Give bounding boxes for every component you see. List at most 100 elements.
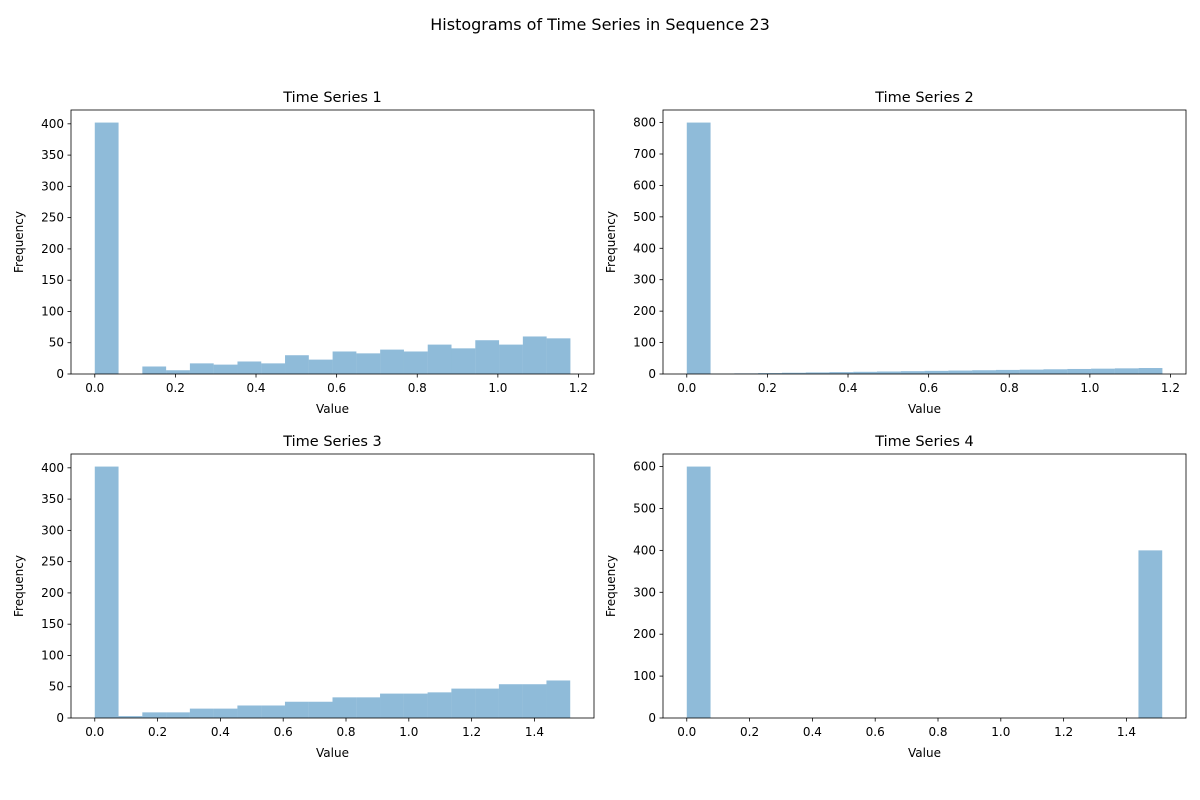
- y-tick-label: 400: [41, 461, 64, 475]
- histogram-bar: [94, 466, 119, 718]
- x-tick-label: 0.2: [166, 381, 185, 395]
- histogram-bar: [213, 708, 238, 718]
- histogram-bar: [522, 684, 547, 718]
- histogram-bar: [805, 372, 830, 374]
- histogram-bar: [142, 712, 167, 718]
- y-tick-label: 100: [41, 304, 64, 318]
- histogram-bar: [686, 466, 711, 718]
- axes-frame: [70, 453, 595, 719]
- y-tick-label: 0: [56, 711, 64, 725]
- x-tick-label: 0.8: [1000, 381, 1019, 395]
- x-tick-label: 0.0: [85, 725, 104, 739]
- x-axis-label: Value: [908, 402, 941, 416]
- y-tick-label: 250: [41, 211, 64, 225]
- x-tick-label: 0.6: [327, 381, 346, 395]
- x-tick-label: 0.0: [677, 725, 696, 739]
- y-tick-label: 200: [41, 586, 64, 600]
- histogram-bar: [948, 370, 973, 374]
- y-tick-label: 300: [633, 273, 656, 287]
- x-tick-label: 1.0: [991, 725, 1010, 739]
- histogram-bar: [356, 697, 381, 718]
- y-tick-label: 200: [41, 242, 64, 256]
- histogram-bar: [451, 348, 476, 374]
- histogram-bar: [1043, 369, 1068, 374]
- x-tick-label: 0.2: [148, 725, 167, 739]
- histogram-bar: [853, 371, 878, 374]
- x-tick-label: 1.0: [488, 381, 507, 395]
- x-tick-label: 0.4: [211, 725, 230, 739]
- y-tick-label: 100: [633, 669, 656, 683]
- y-tick-label: 350: [41, 148, 64, 162]
- histogram-bar: [380, 349, 404, 374]
- histogram-bar: [356, 353, 381, 374]
- histogram-bar: [427, 344, 452, 374]
- y-tick-label: 500: [633, 210, 656, 224]
- x-tick-label: 0.4: [838, 381, 857, 395]
- y-tick-label: 250: [41, 555, 64, 569]
- y-tick-label: 400: [633, 241, 656, 255]
- y-tick-label: 300: [633, 585, 656, 599]
- x-tick-label: 0.0: [677, 381, 696, 395]
- histogram-bar: [1067, 368, 1092, 374]
- histogram-bar: [427, 692, 452, 718]
- histogram-bar: [475, 688, 499, 718]
- histogram-bar: [118, 716, 143, 718]
- subplot-3: 0.0 0.2 0.4 0.6 0.8 1.0 1.2 1.4 0 50 100 150 200 250 3…: [12, 434, 595, 760]
- y-tick-label: 500: [633, 501, 656, 515]
- y-tick-label: 0: [648, 711, 656, 725]
- histogram-bar: [261, 705, 285, 718]
- histogram-bar: [237, 361, 262, 374]
- histogram-bar: [546, 680, 571, 718]
- y-tick-label: 100: [633, 336, 656, 350]
- y-tick-label: 150: [41, 617, 64, 631]
- subplot-4: 0.0 0.2 0.4 0.6 0.8 1.0 1.2 1.4 0 100 200 300 400 500…: [604, 434, 1187, 760]
- histogram-bar: [522, 336, 547, 374]
- histogram-bar: [403, 693, 428, 718]
- histogram-bar: [308, 701, 333, 718]
- subplot-grid: 0.0 0.2 0.4 0.6 0.8 1.0 1.2 0 50 100 150 200 250 300 3…: [12, 90, 1187, 760]
- x-tick-label: 0.0: [85, 381, 104, 395]
- histogram-bar: [451, 688, 476, 718]
- histogram-bar: [261, 363, 286, 374]
- histogram-bar: [142, 366, 167, 374]
- histogram-bar: [166, 712, 190, 718]
- histogram-bar: [237, 705, 262, 718]
- histogram-bar: [1019, 369, 1044, 374]
- x-tick-label: 0.6: [919, 381, 938, 395]
- histogram-bar: [308, 359, 333, 374]
- figure-title: Histograms of Time Series in Sequence 23: [430, 15, 770, 34]
- x-tick-label: 1.2: [1054, 725, 1073, 739]
- histogram-bar: [285, 355, 309, 374]
- histogram-bar: [498, 684, 523, 718]
- axes-frame: [662, 109, 1187, 375]
- x-tick-label: 0.8: [928, 725, 947, 739]
- histogram-bar: [972, 370, 996, 374]
- y-tick-label: 200: [633, 304, 656, 318]
- subplot-title: Time Series 1: [282, 90, 382, 106]
- y-tick-label: 400: [41, 117, 64, 131]
- x-tick-label: 1.2: [569, 381, 588, 395]
- x-tick-label: 0.8: [336, 725, 355, 739]
- histogram-bar: [758, 373, 782, 374]
- y-tick-label: 300: [41, 523, 64, 537]
- histogram-bar: [332, 351, 357, 374]
- y-tick-label: 100: [41, 648, 64, 662]
- subplot-title: Time Series 2: [874, 90, 974, 106]
- y-tick-label: 600: [633, 460, 656, 474]
- y-tick-label: 800: [633, 116, 656, 130]
- histogram-bar: [332, 697, 357, 718]
- subplot-title: Time Series 4: [874, 434, 974, 450]
- y-tick-label: 350: [41, 492, 64, 506]
- histogram-bar: [189, 363, 214, 374]
- y-axis-label: Frequency: [12, 211, 26, 273]
- histogram-bar: [380, 693, 404, 718]
- histogram-bar: [1114, 368, 1139, 374]
- histogram-bar: [781, 372, 806, 374]
- histogram-bar: [995, 369, 1020, 374]
- histogram-bar: [403, 351, 428, 374]
- histogram-bar: [94, 122, 119, 374]
- histogram-bar: [1138, 550, 1163, 718]
- y-tick-label: 400: [633, 543, 656, 557]
- x-axis-label: Value: [316, 746, 349, 760]
